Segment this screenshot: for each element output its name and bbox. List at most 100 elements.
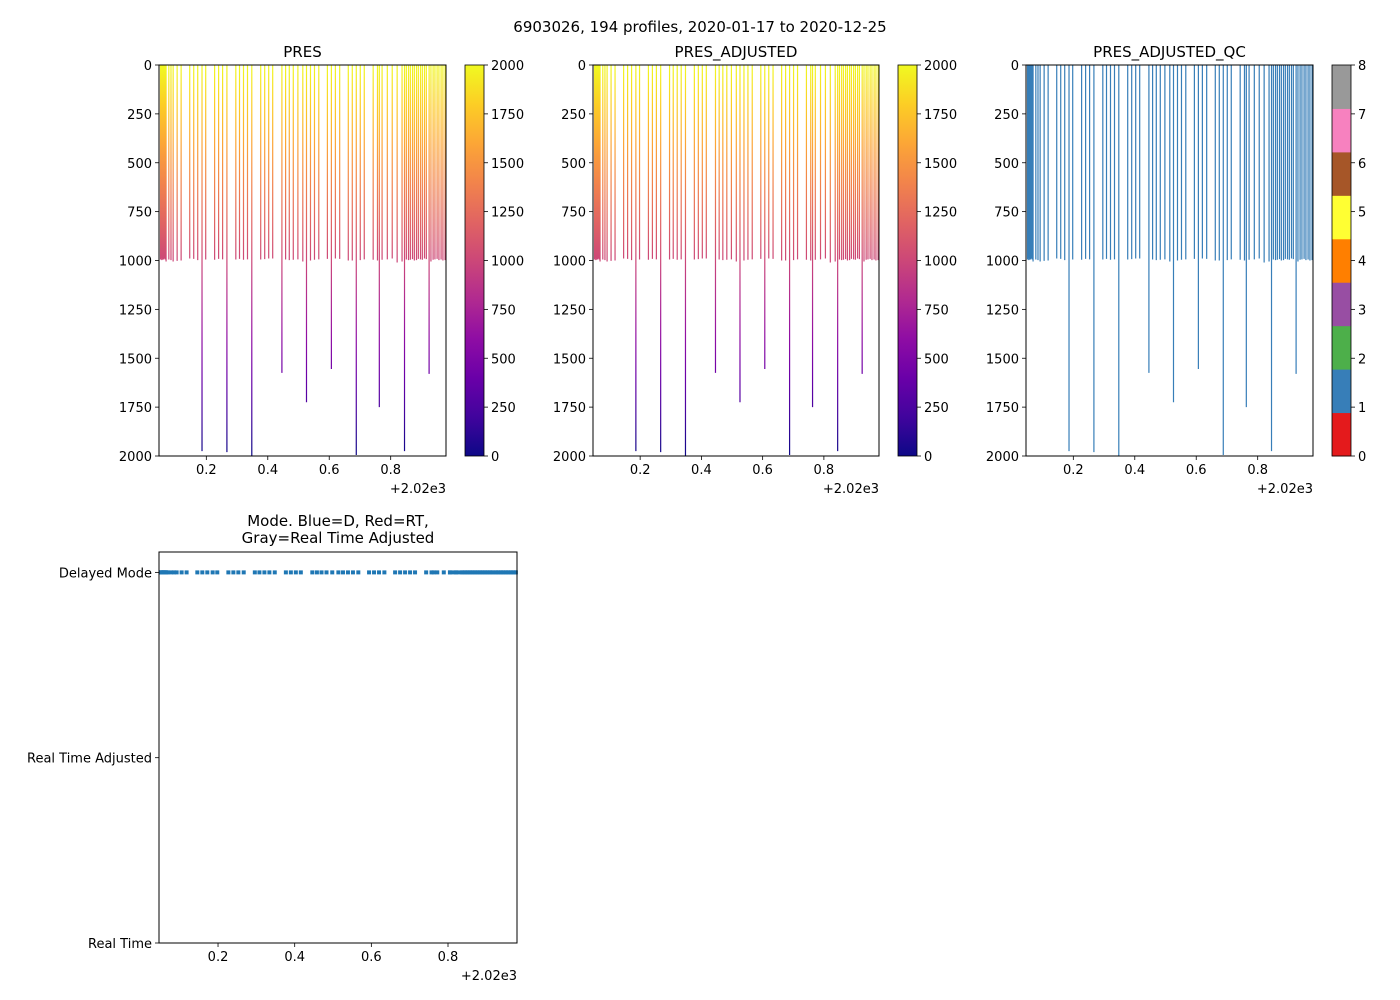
colorbar-tick-label: 750 <box>491 303 516 318</box>
pres-adjusted-qc-panel: PRES_ADJUSTED_QC0.2 0.4 0.6 0.8+2.02e302505… <box>986 43 1366 497</box>
x-tick-label: 0.4 <box>284 950 305 965</box>
mode-marker <box>184 570 189 575</box>
mode-marker <box>398 570 403 575</box>
colorbar-tick-label: 0 <box>924 450 932 465</box>
colorbar-tick-label: 3 <box>1358 303 1366 318</box>
colorbar-tick-label: 1 <box>1358 401 1366 416</box>
colorbar-tick-label: 2000 <box>924 59 957 74</box>
axes-frame <box>1025 64 1314 457</box>
colorbar-tick-label: 1750 <box>491 108 524 123</box>
colorbar-tick-label: 250 <box>491 401 516 416</box>
y-tick-label: 750 <box>127 206 152 221</box>
x-tick-label: 0.8 <box>814 463 835 478</box>
mode-marker <box>424 570 429 575</box>
mode-marker <box>435 570 440 575</box>
y-tick-label: 500 <box>994 157 1019 172</box>
mode-marker <box>367 570 372 575</box>
colorbar-segment <box>1332 108 1351 153</box>
x-tick-label: 0.2 <box>196 463 217 478</box>
mode-marker <box>226 570 231 575</box>
colorbar-tick-label: 750 <box>924 303 949 318</box>
x-tick-label: 0.6 <box>361 950 382 965</box>
y-tick-label: 1500 <box>986 352 1019 367</box>
mode-marker <box>382 570 387 575</box>
colorbar-tick-label: 8 <box>1358 59 1366 74</box>
panel-title: PRES_ADJUSTED_QC <box>1093 43 1246 62</box>
mode-marker <box>231 570 236 575</box>
colorbar-tick-label: 0 <box>491 450 499 465</box>
colorbar-segment <box>1332 325 1351 370</box>
axes-frame <box>158 64 447 457</box>
axes-frame <box>158 551 518 944</box>
x-tick-label: 0.6 <box>1186 463 1207 478</box>
y-tick-label: 250 <box>127 108 152 123</box>
mode-marker <box>330 570 335 575</box>
colorbar-tick-label: 1500 <box>491 157 524 172</box>
mode-marker <box>241 570 246 575</box>
colorbar-segment <box>1332 369 1351 414</box>
colorbar-tick-label: 6 <box>1358 157 1366 172</box>
colorbar-segment <box>1332 151 1351 196</box>
y-tick-label: 1250 <box>986 303 1019 318</box>
mode-marker <box>257 570 262 575</box>
panel-title: PRES <box>283 43 321 61</box>
x-tick-label: 0.6 <box>319 463 340 478</box>
x-tick-label: 0.8 <box>438 950 459 965</box>
mode-marker <box>403 570 408 575</box>
y-tick-label: 500 <box>127 157 152 172</box>
colorbar-tick-label: 250 <box>924 401 949 416</box>
profile-lines <box>1026 65 1313 456</box>
figure-title: 6903026, 194 profiles, 2020-01-17 to 202… <box>513 18 886 36</box>
y-tick-label: 2000 <box>119 450 152 465</box>
mode-marker <box>429 570 434 575</box>
mode-marker <box>377 570 382 575</box>
x-tick-label: 0.2 <box>1063 463 1084 478</box>
x-tick-label: 0.4 <box>1124 463 1145 478</box>
y-tick-label: 1000 <box>986 255 1019 270</box>
x-tick-label: 0.6 <box>752 463 773 478</box>
mode-marker <box>441 570 446 575</box>
mode-marker <box>174 570 179 575</box>
mode-marker <box>293 570 298 575</box>
mode-marker <box>408 570 413 575</box>
colorbar-tick-label: 2000 <box>491 59 524 74</box>
y-tick-label: 750 <box>994 206 1019 221</box>
mode-marker <box>336 570 341 575</box>
x-offset-label: +2.02e3 <box>461 969 517 984</box>
mode-marker <box>310 570 315 575</box>
colorbar-tick-label: 1500 <box>924 157 957 172</box>
colorbar-tick-label: 4 <box>1358 255 1366 270</box>
colorbar: 0 1 2 3 4 5 6 7 8 <box>1331 59 1366 465</box>
pres-panel: PRES 0.2 0.4 0.6 0.8 +2.02e3 0 250 500 750 1000 125… <box>119 43 524 497</box>
mode-marker <box>431 570 436 575</box>
y-tick-label: Real Time <box>88 937 152 952</box>
y-tick-label: Delayed Mode <box>59 566 152 581</box>
mode-markers <box>158 570 518 575</box>
y-tick-label: 1750 <box>553 401 586 416</box>
colorbar-tick-label: 1000 <box>924 255 957 270</box>
mode-marker <box>215 570 220 575</box>
mode-marker <box>205 570 210 575</box>
y-tick-label: 1000 <box>553 255 586 270</box>
panel-title-line: Gray=Real Time Adjusted <box>242 529 435 547</box>
y-tick-label: 2000 <box>986 450 1019 465</box>
x-offset-label: +2.02e3 <box>823 482 879 497</box>
mode-marker <box>314 570 319 575</box>
colorbar-segment <box>1332 282 1351 327</box>
y-tick-label: 1250 <box>119 303 152 318</box>
y-tick-label: 1750 <box>119 401 152 416</box>
colorbar-segment <box>1332 238 1351 283</box>
profile-lines <box>593 65 879 456</box>
x-tick-label: 0.2 <box>630 463 651 478</box>
mode-marker <box>262 570 267 575</box>
colorbar-tick-label: 2 <box>1358 352 1366 367</box>
x-tick-label: 0.8 <box>1247 463 1268 478</box>
mode-marker <box>171 570 176 575</box>
axes-frame <box>592 64 880 457</box>
mode-marker <box>272 570 277 575</box>
mode-marker <box>195 570 200 575</box>
y-tick-label: 1000 <box>119 255 152 270</box>
colorbar-tick-label: 5 <box>1358 206 1366 221</box>
colorbar-tick-label: 500 <box>491 352 516 367</box>
